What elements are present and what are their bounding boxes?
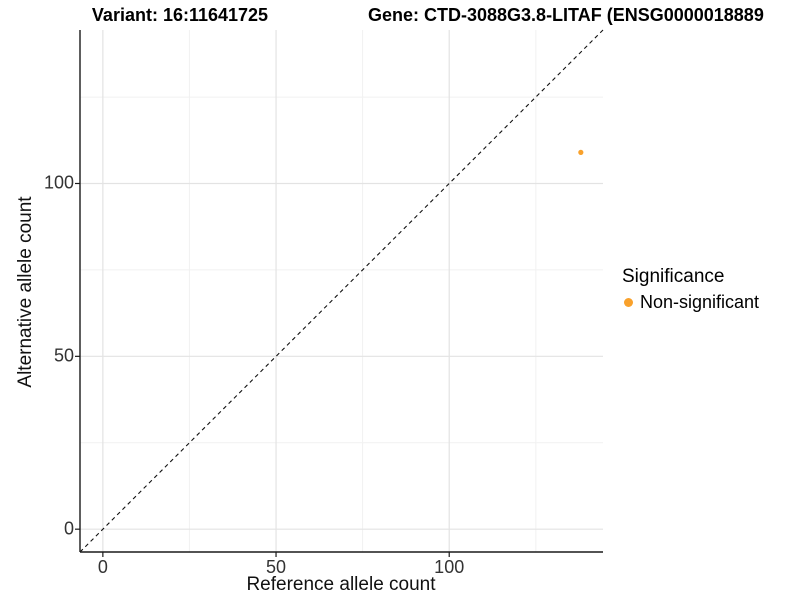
y-axis-title: Alternative allele count	[15, 196, 36, 388]
plot-title-gene: Gene: CTD-3088G3.8-LITAF (ENSG0000018889	[368, 5, 764, 25]
legend-point-icon	[624, 298, 633, 307]
plot-title-variant: Variant: 16:11641725	[91, 5, 269, 25]
legend: Significance Non-significant	[622, 266, 759, 313]
y-tick-label: 0	[63, 518, 74, 539]
identity-reference-line	[79, 29, 604, 553]
y-tick-label: 100	[43, 172, 74, 193]
y-tick-label: 50	[53, 345, 74, 366]
x-tick-label: 0	[97, 557, 108, 577]
x-tick-label: 50	[266, 557, 287, 577]
data-point	[578, 149, 584, 155]
legend-item-label: Non-significant	[640, 292, 760, 312]
x-tick-label: 100	[434, 557, 465, 577]
legend-item-non-significant: Non-significant	[622, 292, 759, 313]
legend-title: Significance	[622, 266, 725, 287]
x-axis-title: Reference allele count	[246, 574, 436, 595]
